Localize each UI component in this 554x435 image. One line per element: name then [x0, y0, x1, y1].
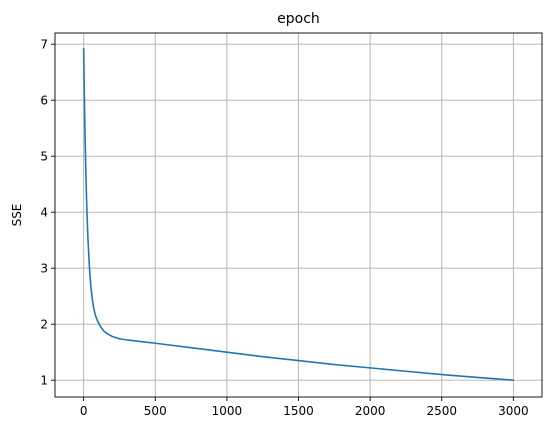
- x-tick-label: 1000: [212, 404, 243, 418]
- y-tick-label: 2: [40, 318, 48, 332]
- x-tick-label: 3000: [498, 404, 529, 418]
- x-tick-label: 2500: [426, 404, 457, 418]
- y-tick-label: 3: [40, 262, 48, 276]
- x-tick-label: 1500: [283, 404, 314, 418]
- y-tick-label: 1: [40, 374, 48, 388]
- y-axis-label: SSE: [10, 204, 24, 227]
- y-tick-label: 5: [40, 150, 48, 164]
- y-tick-label: 4: [40, 206, 48, 220]
- chart-title: epoch: [277, 11, 320, 27]
- x-tick-label: 0: [80, 404, 88, 418]
- x-tick-label: 500: [144, 404, 167, 418]
- y-tick-label: 6: [40, 94, 48, 108]
- x-tick-label: 2000: [355, 404, 386, 418]
- y-tick-label: 7: [40, 38, 48, 52]
